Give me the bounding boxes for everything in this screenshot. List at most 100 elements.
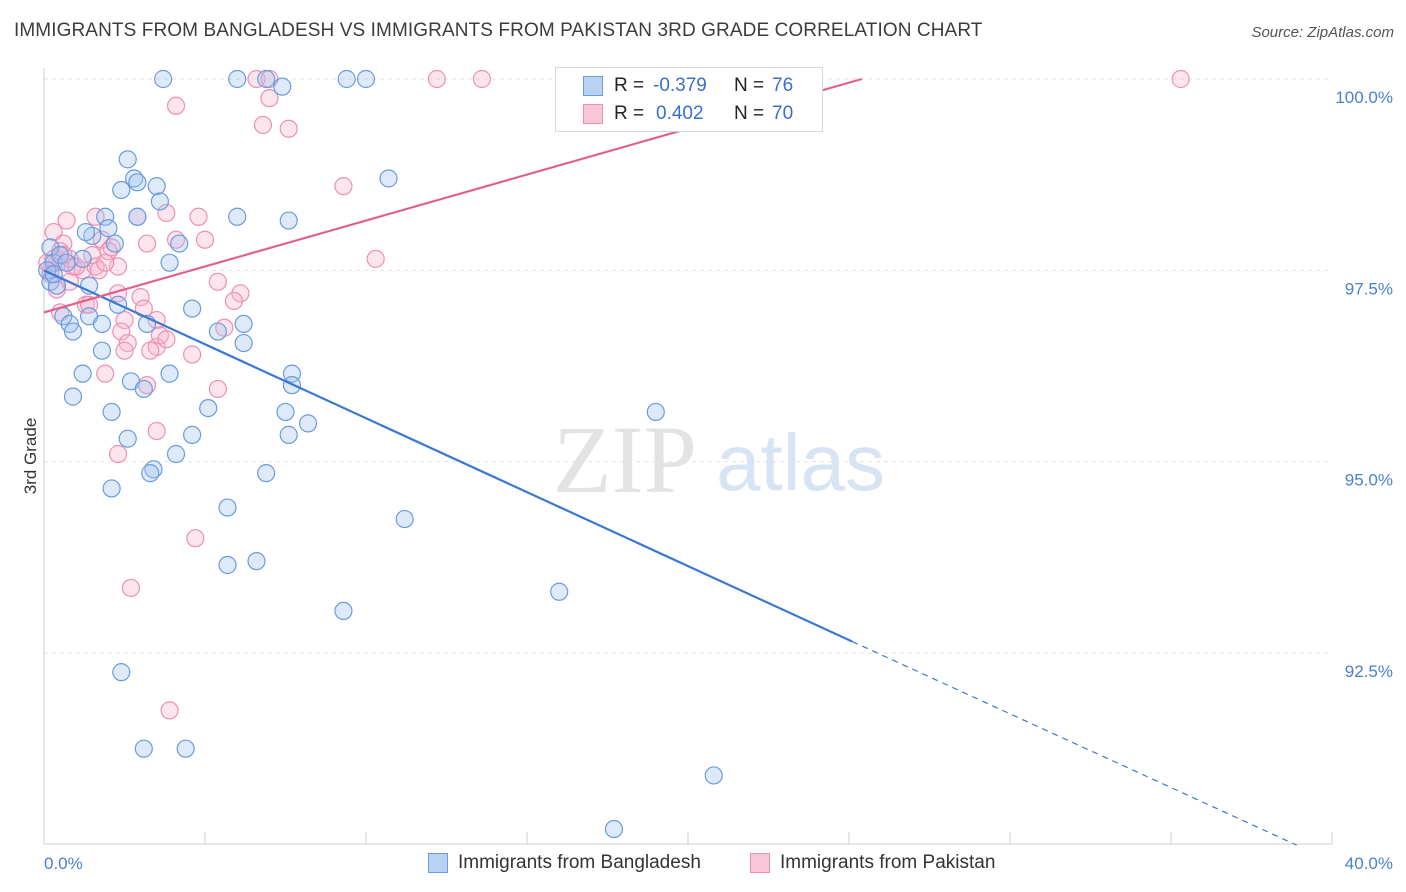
point-bangladesh	[92, 314, 112, 334]
legend-n-value-bangladesh: 76	[772, 75, 794, 96]
point-pakistan	[112, 322, 131, 341]
point-bangladesh	[134, 379, 153, 399]
legend-r-label: R =	[614, 103, 645, 124]
point-bangladesh	[298, 414, 318, 433]
point-bangladesh	[128, 173, 147, 192]
point-bangladesh	[128, 207, 147, 226]
point-bangladesh	[234, 333, 253, 353]
point-bangladesh	[604, 819, 624, 839]
point-pakistan	[253, 115, 273, 135]
point-bangladesh	[646, 402, 665, 422]
point-pakistan	[157, 203, 176, 223]
point-bangladesh	[99, 219, 118, 238]
point-pakistan	[189, 207, 208, 226]
legend-row-pakistan: R = 0.402 N = 70	[556, 101, 822, 129]
point-bangladesh	[76, 222, 95, 242]
point-pakistan	[160, 701, 179, 720]
point-pakistan	[208, 379, 227, 399]
point-bangladesh	[102, 402, 121, 422]
point-pakistan	[183, 345, 202, 364]
point-bangladesh	[183, 425, 202, 444]
point-bangladesh	[276, 402, 295, 422]
point-bangladesh	[92, 341, 112, 360]
point-bangladesh	[63, 387, 83, 406]
y-tick-labels: 100.0% 97.5% 95.0% 92.5%	[1335, 88, 1393, 681]
point-pakistan	[141, 341, 160, 360]
point-pakistan	[157, 330, 176, 349]
legend-n-label: N =	[734, 75, 765, 96]
point-bangladesh	[102, 479, 121, 498]
point-bangladesh	[166, 444, 186, 464]
point-bangladesh	[147, 177, 166, 196]
point-pakistan	[427, 69, 446, 89]
point-bangladesh	[96, 207, 115, 226]
point-bangladesh	[170, 234, 189, 253]
y-tick-label: 95.0%	[1345, 471, 1393, 490]
point-bangladesh	[395, 509, 414, 529]
point-bangladesh	[550, 582, 569, 601]
point-pakistan	[366, 249, 385, 268]
point-pakistan	[108, 444, 128, 464]
correlation-legend: R = -0.379 N = 76 R = 0.402 N = 70	[555, 67, 823, 132]
legend-swatch-pakistan	[583, 104, 603, 124]
point-pakistan	[115, 310, 134, 330]
point-pakistan	[224, 291, 244, 311]
point-bangladesh	[134, 739, 153, 758]
point-pakistan	[186, 529, 205, 548]
y-tick-label: 97.5%	[1345, 279, 1393, 298]
point-pakistan	[96, 253, 115, 272]
chart-source: Source: ZipAtlas.com	[1251, 24, 1394, 41]
point-pakistan	[57, 211, 76, 230]
bottom-legend-label-bangladesh: Immigrants from Bangladesh	[458, 852, 701, 873]
zipatlas-watermark: ZIP atlas	[553, 406, 885, 513]
point-bangladesh	[150, 192, 170, 211]
point-bangladesh	[73, 249, 92, 268]
point-pakistan	[247, 69, 266, 89]
watermark-zip: ZIP	[553, 406, 697, 513]
point-pakistan	[279, 119, 298, 138]
point-bangladesh	[208, 322, 227, 341]
point-bangladesh	[257, 464, 276, 483]
watermark-atlas: atlas	[716, 418, 885, 507]
point-bangladesh	[154, 69, 173, 89]
point-bangladesh	[704, 766, 723, 785]
point-pakistan	[1171, 69, 1190, 89]
point-pakistan	[208, 272, 227, 291]
point-bangladesh	[63, 322, 83, 341]
point-pakistan	[86, 207, 105, 226]
point-pakistan	[96, 364, 115, 383]
x-tick-marks	[204, 832, 1333, 844]
point-bangladesh	[228, 207, 247, 226]
point-bangladesh	[356, 69, 376, 89]
legend-r-value-bangladesh: -0.379	[653, 75, 707, 96]
point-bangladesh	[199, 398, 218, 418]
point-bangladesh	[379, 169, 398, 188]
point-bangladesh	[273, 77, 292, 96]
point-bangladesh	[112, 180, 131, 200]
series-bangladesh-points	[38, 69, 723, 839]
point-bangladesh	[228, 69, 247, 89]
point-bangladesh	[41, 238, 60, 257]
point-bangladesh	[218, 498, 237, 517]
point-bangladesh	[160, 364, 179, 383]
point-pakistan	[121, 578, 141, 598]
point-pakistan	[147, 421, 166, 441]
point-pakistan	[195, 230, 215, 249]
point-bangladesh	[105, 234, 124, 253]
point-bangladesh	[176, 739, 195, 758]
point-pakistan	[472, 69, 492, 89]
point-bangladesh	[160, 253, 179, 272]
chart-title: IMMIGRANTS FROM BANGLADESH VS IMMIGRANTS…	[14, 20, 983, 41]
legend-r-value-pakistan: 0.402	[656, 103, 704, 124]
point-bangladesh	[183, 299, 202, 318]
legend-swatch-bangladesh	[583, 76, 603, 96]
y-tick-label: 92.5%	[1345, 662, 1393, 681]
point-pakistan	[166, 96, 186, 115]
point-bangladesh	[141, 464, 160, 483]
point-pakistan	[137, 234, 157, 253]
point-bangladesh	[234, 314, 253, 334]
point-pakistan	[115, 341, 134, 360]
y-tick-label: 100.0%	[1335, 88, 1393, 107]
point-bangladesh	[337, 69, 356, 89]
point-bangladesh	[279, 211, 298, 230]
